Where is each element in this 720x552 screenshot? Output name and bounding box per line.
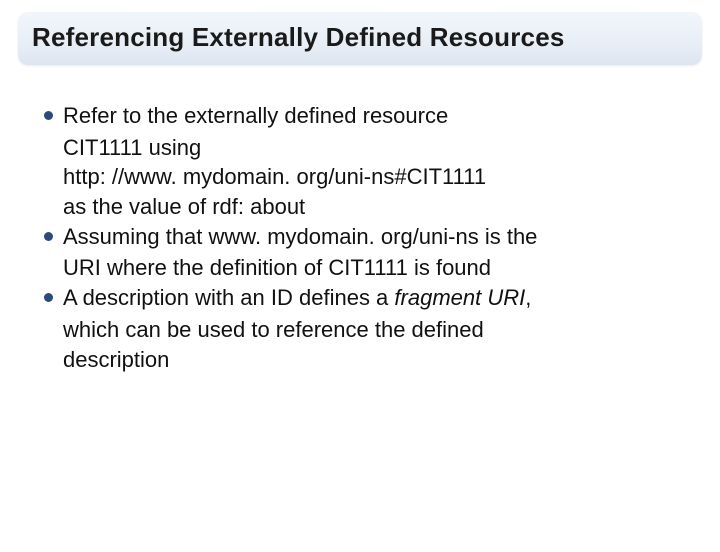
bullet-text: Refer to the externally defined resource (63, 101, 448, 131)
bullet-continuation: URI where the definition of CIT1111 is f… (63, 253, 676, 283)
bullet-text: A description with an ID defines a fragm… (63, 283, 531, 313)
slide-body: Refer to the externally defined resource… (44, 101, 676, 374)
bullet-text-prefix: A description with an ID defines a (63, 285, 394, 310)
bullet-item: A description with an ID defines a fragm… (44, 283, 676, 313)
bullet-item: Refer to the externally defined resource (44, 101, 676, 131)
bullet-item: Assuming that www. mydomain. org/uni-ns … (44, 222, 676, 252)
bullet-dot-icon (44, 293, 53, 302)
bullet-continuation: as the value of rdf: about (63, 192, 676, 222)
bullet-text-suffix: , (525, 285, 531, 310)
bullet-continuation: description (63, 345, 676, 375)
bullet-continuation: CIT1111 using (63, 133, 676, 163)
bullet-continuation: http: //www. mydomain. org/uni-ns#CIT111… (63, 162, 676, 192)
bullet-text-italic: fragment URI (394, 285, 525, 310)
bullet-continuation: which can be used to reference the defin… (63, 315, 676, 345)
bullet-text: Assuming that www. mydomain. org/uni-ns … (63, 222, 537, 252)
slide-title-bar: Referencing Externally Defined Resources (18, 12, 702, 65)
slide-title: Referencing Externally Defined Resources (32, 22, 688, 53)
bullet-dot-icon (44, 111, 53, 120)
bullet-dot-icon (44, 232, 53, 241)
